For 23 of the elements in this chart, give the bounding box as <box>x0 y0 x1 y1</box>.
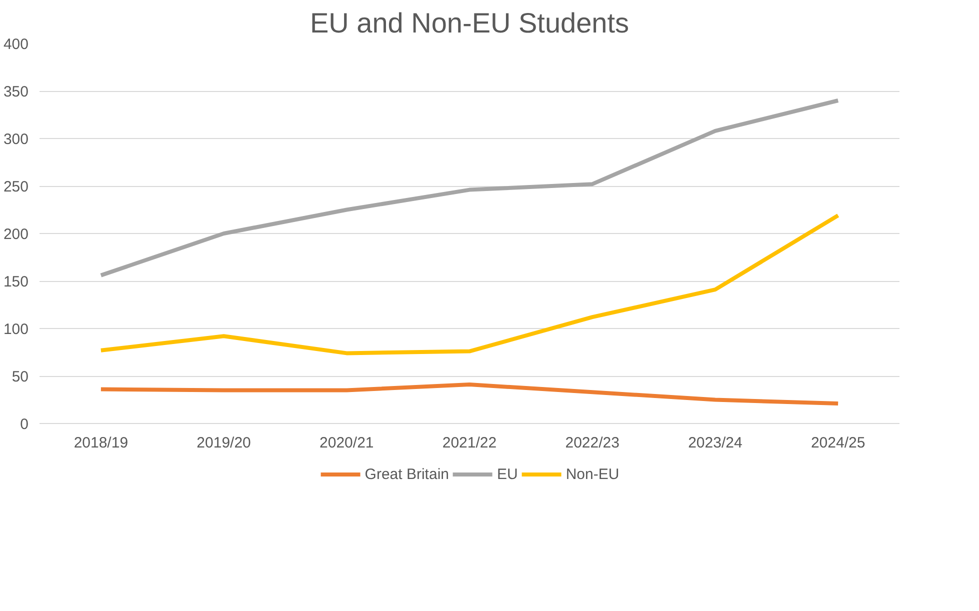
y-tick-label: 100 <box>3 321 29 338</box>
line-series <box>98 98 840 278</box>
x-tick-label: 2020/21 <box>320 434 374 452</box>
legend-label: Great Britain <box>364 466 449 482</box>
x-tick-label: 2018/19 <box>74 434 128 452</box>
y-tick-label: 150 <box>3 274 29 290</box>
x-tick-label: 2021/22 <box>442 434 497 452</box>
x-tick-label: 2023/24 <box>688 434 742 452</box>
y-tick-label: 350 <box>3 84 29 100</box>
x-tick-label: 2019/20 <box>196 434 251 452</box>
y-tick-label: 250 <box>3 178 29 196</box>
line-series <box>98 213 840 356</box>
x-tick-label: 2024/25 <box>810 434 866 452</box>
y-tick-label: 0 <box>20 416 28 433</box>
x-tick-label: 2022/23 <box>565 434 620 452</box>
legend-label: EU <box>497 466 518 482</box>
line-series <box>98 382 840 406</box>
chart-title: EU and Non-EU Students <box>310 8 630 38</box>
y-tick-label: 200 <box>3 226 29 243</box>
y-tick-label: 50 <box>12 368 29 386</box>
legend-label: Non-EU <box>566 466 620 482</box>
y-tick-label: 400 <box>3 36 29 53</box>
y-tick-label: 300 <box>3 131 29 148</box>
